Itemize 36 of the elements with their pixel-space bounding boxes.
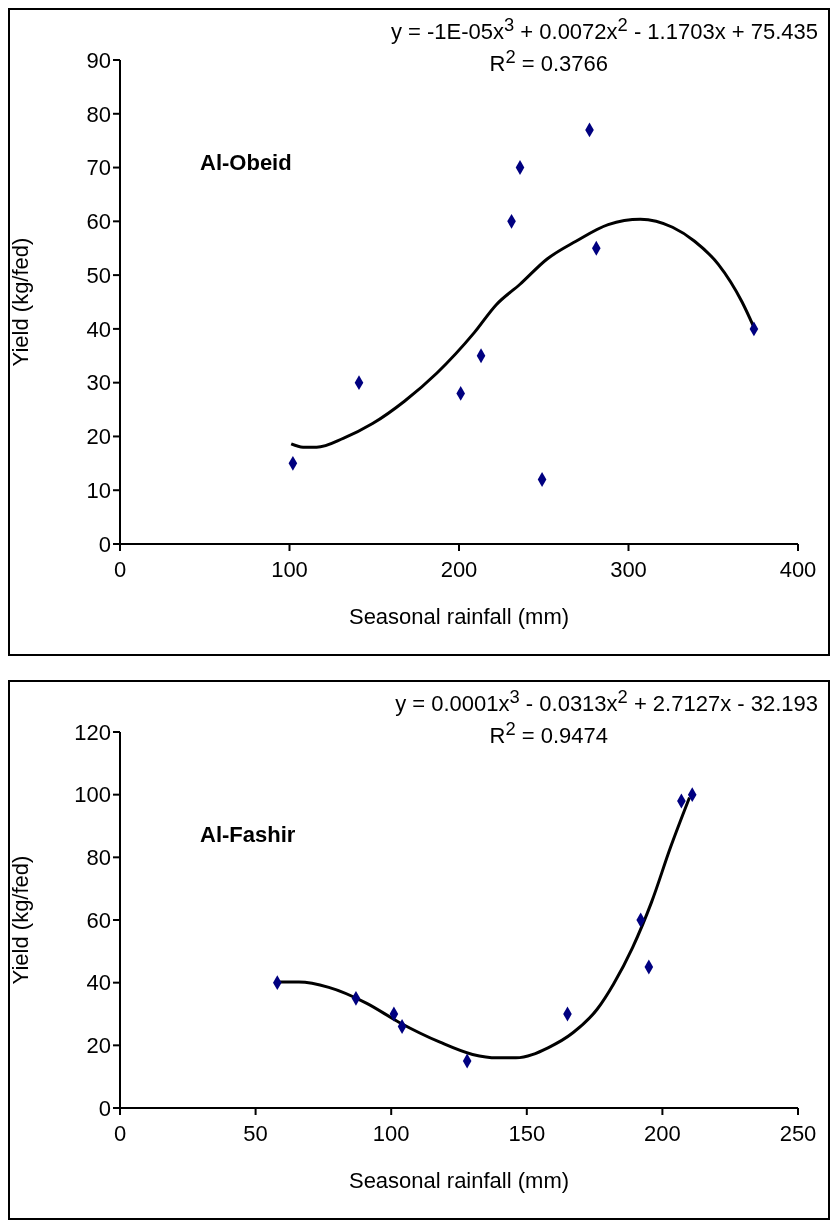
x-tick-label: 300	[610, 556, 647, 582]
y-tick-label: 70	[86, 155, 111, 181]
x-tick-label: 50	[243, 1120, 268, 1146]
annotation: Al-Obeid	[200, 150, 292, 176]
x-axis-title: Seasonal rainfall (mm)	[348, 1168, 570, 1193]
y-tick-label: 120	[74, 719, 111, 745]
text: y = 0.0001x$^{3}$ - 0.0313x$^{2}$ + 2.7127x - 32.193	[395, 686, 818, 718]
y-tick-label: 40	[86, 316, 111, 342]
x-tick-label: 100	[271, 556, 308, 582]
x-tick-label: 250	[779, 1120, 817, 1146]
x-tick-label: 200	[644, 1120, 681, 1146]
y-tick-label: 80	[86, 845, 111, 871]
y-axis-title: Yield (kg/fed)	[7, 855, 33, 985]
x-tick-label: 150	[508, 1120, 546, 1146]
y-tick-label: 80	[86, 101, 111, 127]
x-tick-label: 200	[440, 556, 478, 582]
text: y = -1E-05x$^{3}$ + 0.0072x$^{2}$ - 1.1703x + 75.435	[390, 14, 818, 46]
annotation: Al-Fashir	[200, 822, 296, 848]
y-axis-title: Yield (kg/fed)	[7, 237, 33, 367]
y-tick-label: 20	[86, 424, 111, 450]
y-tick-label: 40	[86, 970, 111, 996]
y-tick-label: 100	[74, 782, 111, 808]
y-tick-label: 60	[86, 209, 111, 235]
y-tick-label: 20	[86, 1033, 111, 1059]
annotation: R$^{2}$ = 0.9474	[489, 718, 608, 750]
annotation: R$^{2}$ = 0.3766	[489, 46, 608, 78]
y-tick-label: 0	[98, 1095, 111, 1121]
x-axis-title: Seasonal rainfall (mm)	[348, 604, 570, 629]
y-tick-label: 30	[86, 370, 111, 396]
y-tick-label: 0	[98, 531, 111, 557]
y-tick-label: 50	[86, 262, 111, 288]
y-tick-label: 60	[86, 907, 111, 933]
x-tick-label: 100	[372, 1120, 410, 1146]
y-tick-label: 90	[86, 47, 111, 73]
y-tick-label: 10	[86, 478, 111, 504]
x-tick-label: 400	[779, 556, 817, 582]
